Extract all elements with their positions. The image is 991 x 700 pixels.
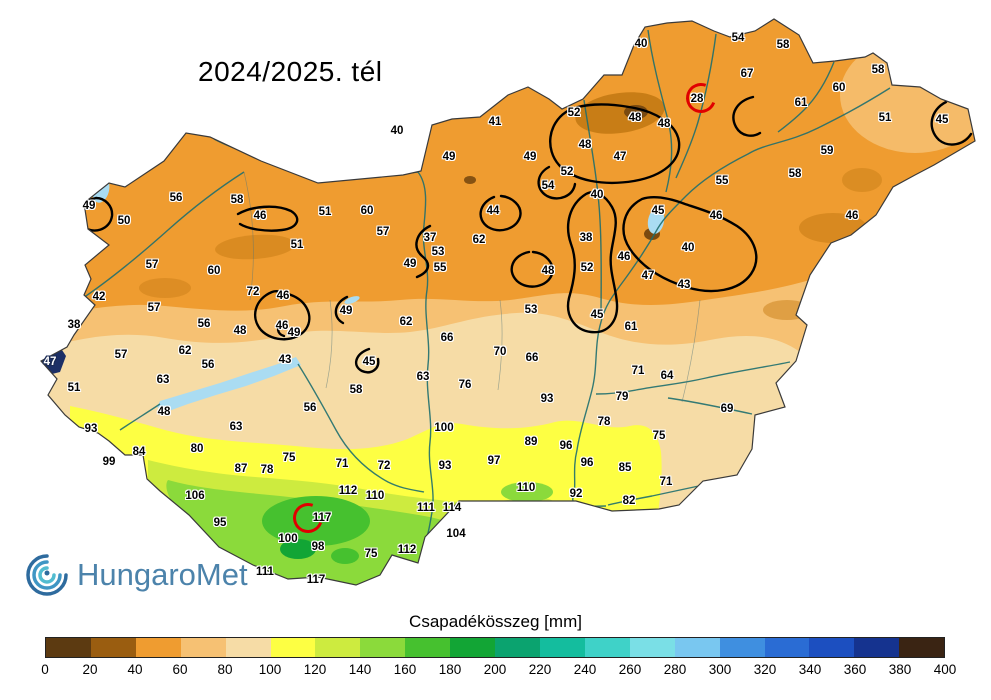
legend-tick-label: 140 bbox=[348, 662, 372, 677]
precip-patch-dark-orange-w2 bbox=[139, 278, 191, 298]
legend-color-segment bbox=[135, 638, 181, 657]
county-border bbox=[325, 299, 333, 389]
contour-line bbox=[276, 320, 286, 338]
lake-tisza bbox=[647, 208, 665, 234]
legend-color-segment bbox=[584, 638, 630, 657]
hungaromet-logo: HungaroMet bbox=[24, 552, 248, 598]
contour-line bbox=[354, 347, 380, 374]
legend-tick-label: 180 bbox=[438, 662, 462, 677]
legend-tick-label: 320 bbox=[753, 662, 777, 677]
precip-spot-brown-ne bbox=[624, 105, 648, 119]
county-border bbox=[243, 171, 254, 301]
contour-line bbox=[236, 205, 299, 232]
legend-tick-label: 220 bbox=[528, 662, 552, 677]
logo-text: HungaroMet bbox=[77, 557, 248, 592]
legend-color-segment bbox=[46, 638, 91, 657]
contour-line bbox=[549, 103, 681, 184]
river-sajo bbox=[647, 29, 673, 193]
legend-tick-label: 380 bbox=[888, 662, 912, 677]
river-koros bbox=[595, 361, 791, 395]
legend-tick-label: 200 bbox=[483, 662, 507, 677]
contour-line bbox=[566, 191, 619, 334]
precip-patch-green-east bbox=[501, 482, 553, 502]
legend-tick-label: 0 bbox=[41, 662, 49, 677]
map-title: 2024/2025. tél bbox=[198, 56, 383, 87]
legend-color-segment bbox=[809, 638, 855, 657]
legend-tick-label: 160 bbox=[393, 662, 417, 677]
legend-tick-label: 360 bbox=[843, 662, 867, 677]
legend-tick-label: 300 bbox=[708, 662, 732, 677]
legend-tick-label: 20 bbox=[82, 662, 98, 677]
river-hernad bbox=[675, 33, 717, 179]
contour-line bbox=[732, 95, 762, 137]
legend-color-segment bbox=[450, 638, 496, 657]
county-border bbox=[681, 299, 701, 403]
county-border-layer bbox=[243, 171, 701, 403]
legend-color-segment bbox=[629, 638, 675, 657]
contour-line bbox=[622, 196, 758, 293]
legend-tick-label: 400 bbox=[933, 662, 957, 677]
legend-ticks: 0 20 40 60 80 100 120 140 160 180 200 220 240 260 280 3… bbox=[0, 662, 991, 682]
precip-patch-dark-orange-e2 bbox=[763, 300, 811, 320]
precip-region-dark-green bbox=[262, 496, 370, 546]
legend-color-segment bbox=[360, 638, 406, 657]
legend-color-segment bbox=[539, 638, 585, 657]
precip-patch-dark-orange-w1 bbox=[215, 234, 295, 260]
river-bodrog bbox=[777, 61, 835, 133]
hungaromet-swirl-icon bbox=[26, 554, 68, 596]
legend-tick-label: 120 bbox=[303, 662, 327, 677]
precipitation-fill-layer bbox=[41, 19, 975, 585]
legend-color-segment bbox=[899, 638, 945, 657]
legend-color-segment bbox=[90, 638, 136, 657]
river-sio bbox=[297, 363, 425, 493]
legend-color-segment bbox=[405, 638, 451, 657]
contour-line bbox=[253, 290, 311, 341]
precip-patch-dark-orange-e3 bbox=[842, 168, 882, 192]
legend-tick-label: 40 bbox=[127, 662, 143, 677]
lake-balaton bbox=[157, 357, 301, 412]
county-border bbox=[497, 299, 503, 391]
legend-color-segment bbox=[764, 638, 810, 657]
contour-line bbox=[415, 224, 432, 279]
legend-tick-label: 280 bbox=[663, 662, 687, 677]
legend-tick-label: 100 bbox=[258, 662, 282, 677]
legend-tick-label: 80 bbox=[217, 662, 233, 677]
legend-color-segment bbox=[674, 638, 720, 657]
legend-color-segment bbox=[315, 638, 361, 657]
precip-patch-dark-orange-e1 bbox=[799, 213, 867, 243]
precip-spot-dark-green-2 bbox=[331, 548, 359, 564]
lake-velence bbox=[344, 296, 360, 304]
hungary-border-outline bbox=[40, 18, 976, 586]
legend-bar bbox=[45, 637, 945, 658]
legend-color-segment bbox=[719, 638, 765, 657]
precip-patch-ne-light bbox=[840, 37, 975, 153]
river-zagyva bbox=[583, 99, 602, 319]
river-raba bbox=[79, 171, 245, 301]
contour-layer bbox=[75, 95, 973, 374]
legend-tick-label: 240 bbox=[573, 662, 597, 677]
legend-color-segment bbox=[180, 638, 226, 657]
river-zala bbox=[119, 403, 161, 431]
legend-color-segment bbox=[225, 638, 271, 657]
contour-line bbox=[537, 165, 577, 200]
contour-line bbox=[479, 194, 522, 232]
contour-line bbox=[334, 295, 349, 325]
legend-color-segment bbox=[495, 638, 540, 657]
precip-spot-darkest-green bbox=[280, 539, 316, 559]
legend-title: Csapadékösszeg [mm] bbox=[409, 612, 582, 631]
contour-line bbox=[377, 124, 414, 168]
river-koros-branch bbox=[667, 397, 753, 415]
river-tisza bbox=[572, 87, 891, 507]
legend-color-segment bbox=[270, 638, 316, 657]
legend-color-segment bbox=[854, 638, 900, 657]
legend-tick-label: 340 bbox=[798, 662, 822, 677]
precip-patch-dark-orange-ne bbox=[575, 92, 665, 134]
contour-line bbox=[510, 250, 554, 288]
legend-tick-label: 260 bbox=[618, 662, 642, 677]
legend-tick-label: 60 bbox=[172, 662, 188, 677]
contour-line bbox=[930, 100, 973, 146]
precip-spot-brown-center bbox=[464, 176, 476, 184]
